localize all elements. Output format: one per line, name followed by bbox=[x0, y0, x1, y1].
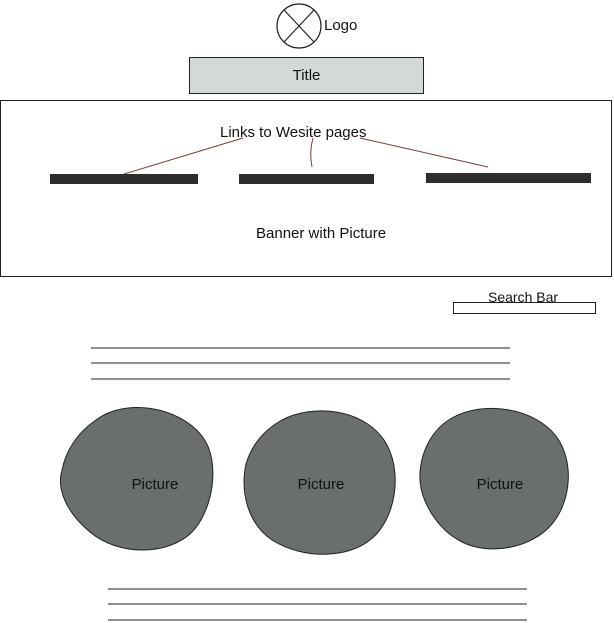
picture-label: Picture bbox=[476, 476, 524, 493]
nav-link-3[interactable] bbox=[426, 173, 591, 183]
page-title: Title bbox=[189, 57, 424, 94]
nav-link-1[interactable] bbox=[50, 174, 198, 184]
picture-blob-1[interactable] bbox=[60, 407, 214, 551]
picture-label: Picture bbox=[297, 476, 345, 493]
picture-label: Picture bbox=[131, 476, 179, 493]
search-input[interactable] bbox=[453, 302, 596, 314]
picture-blob-2[interactable] bbox=[243, 410, 396, 555]
page-title-label: Title bbox=[292, 67, 321, 84]
search-label: Search Bar bbox=[488, 289, 559, 305]
banner bbox=[0, 100, 612, 277]
annotation-line-2 bbox=[310, 137, 314, 168]
links-label: Links to Wesite pages bbox=[220, 124, 367, 141]
placeholder-image-icon bbox=[276, 3, 322, 49]
annotation-line-1 bbox=[123, 137, 244, 175]
logo-label: Logo bbox=[324, 17, 358, 34]
nav-link-2[interactable] bbox=[239, 174, 374, 184]
banner-picture-label: Banner with Picture bbox=[256, 225, 387, 242]
picture-blob-3[interactable] bbox=[419, 407, 569, 550]
annotation-line-3 bbox=[359, 137, 489, 168]
banner-annotations bbox=[50, 137, 591, 184]
